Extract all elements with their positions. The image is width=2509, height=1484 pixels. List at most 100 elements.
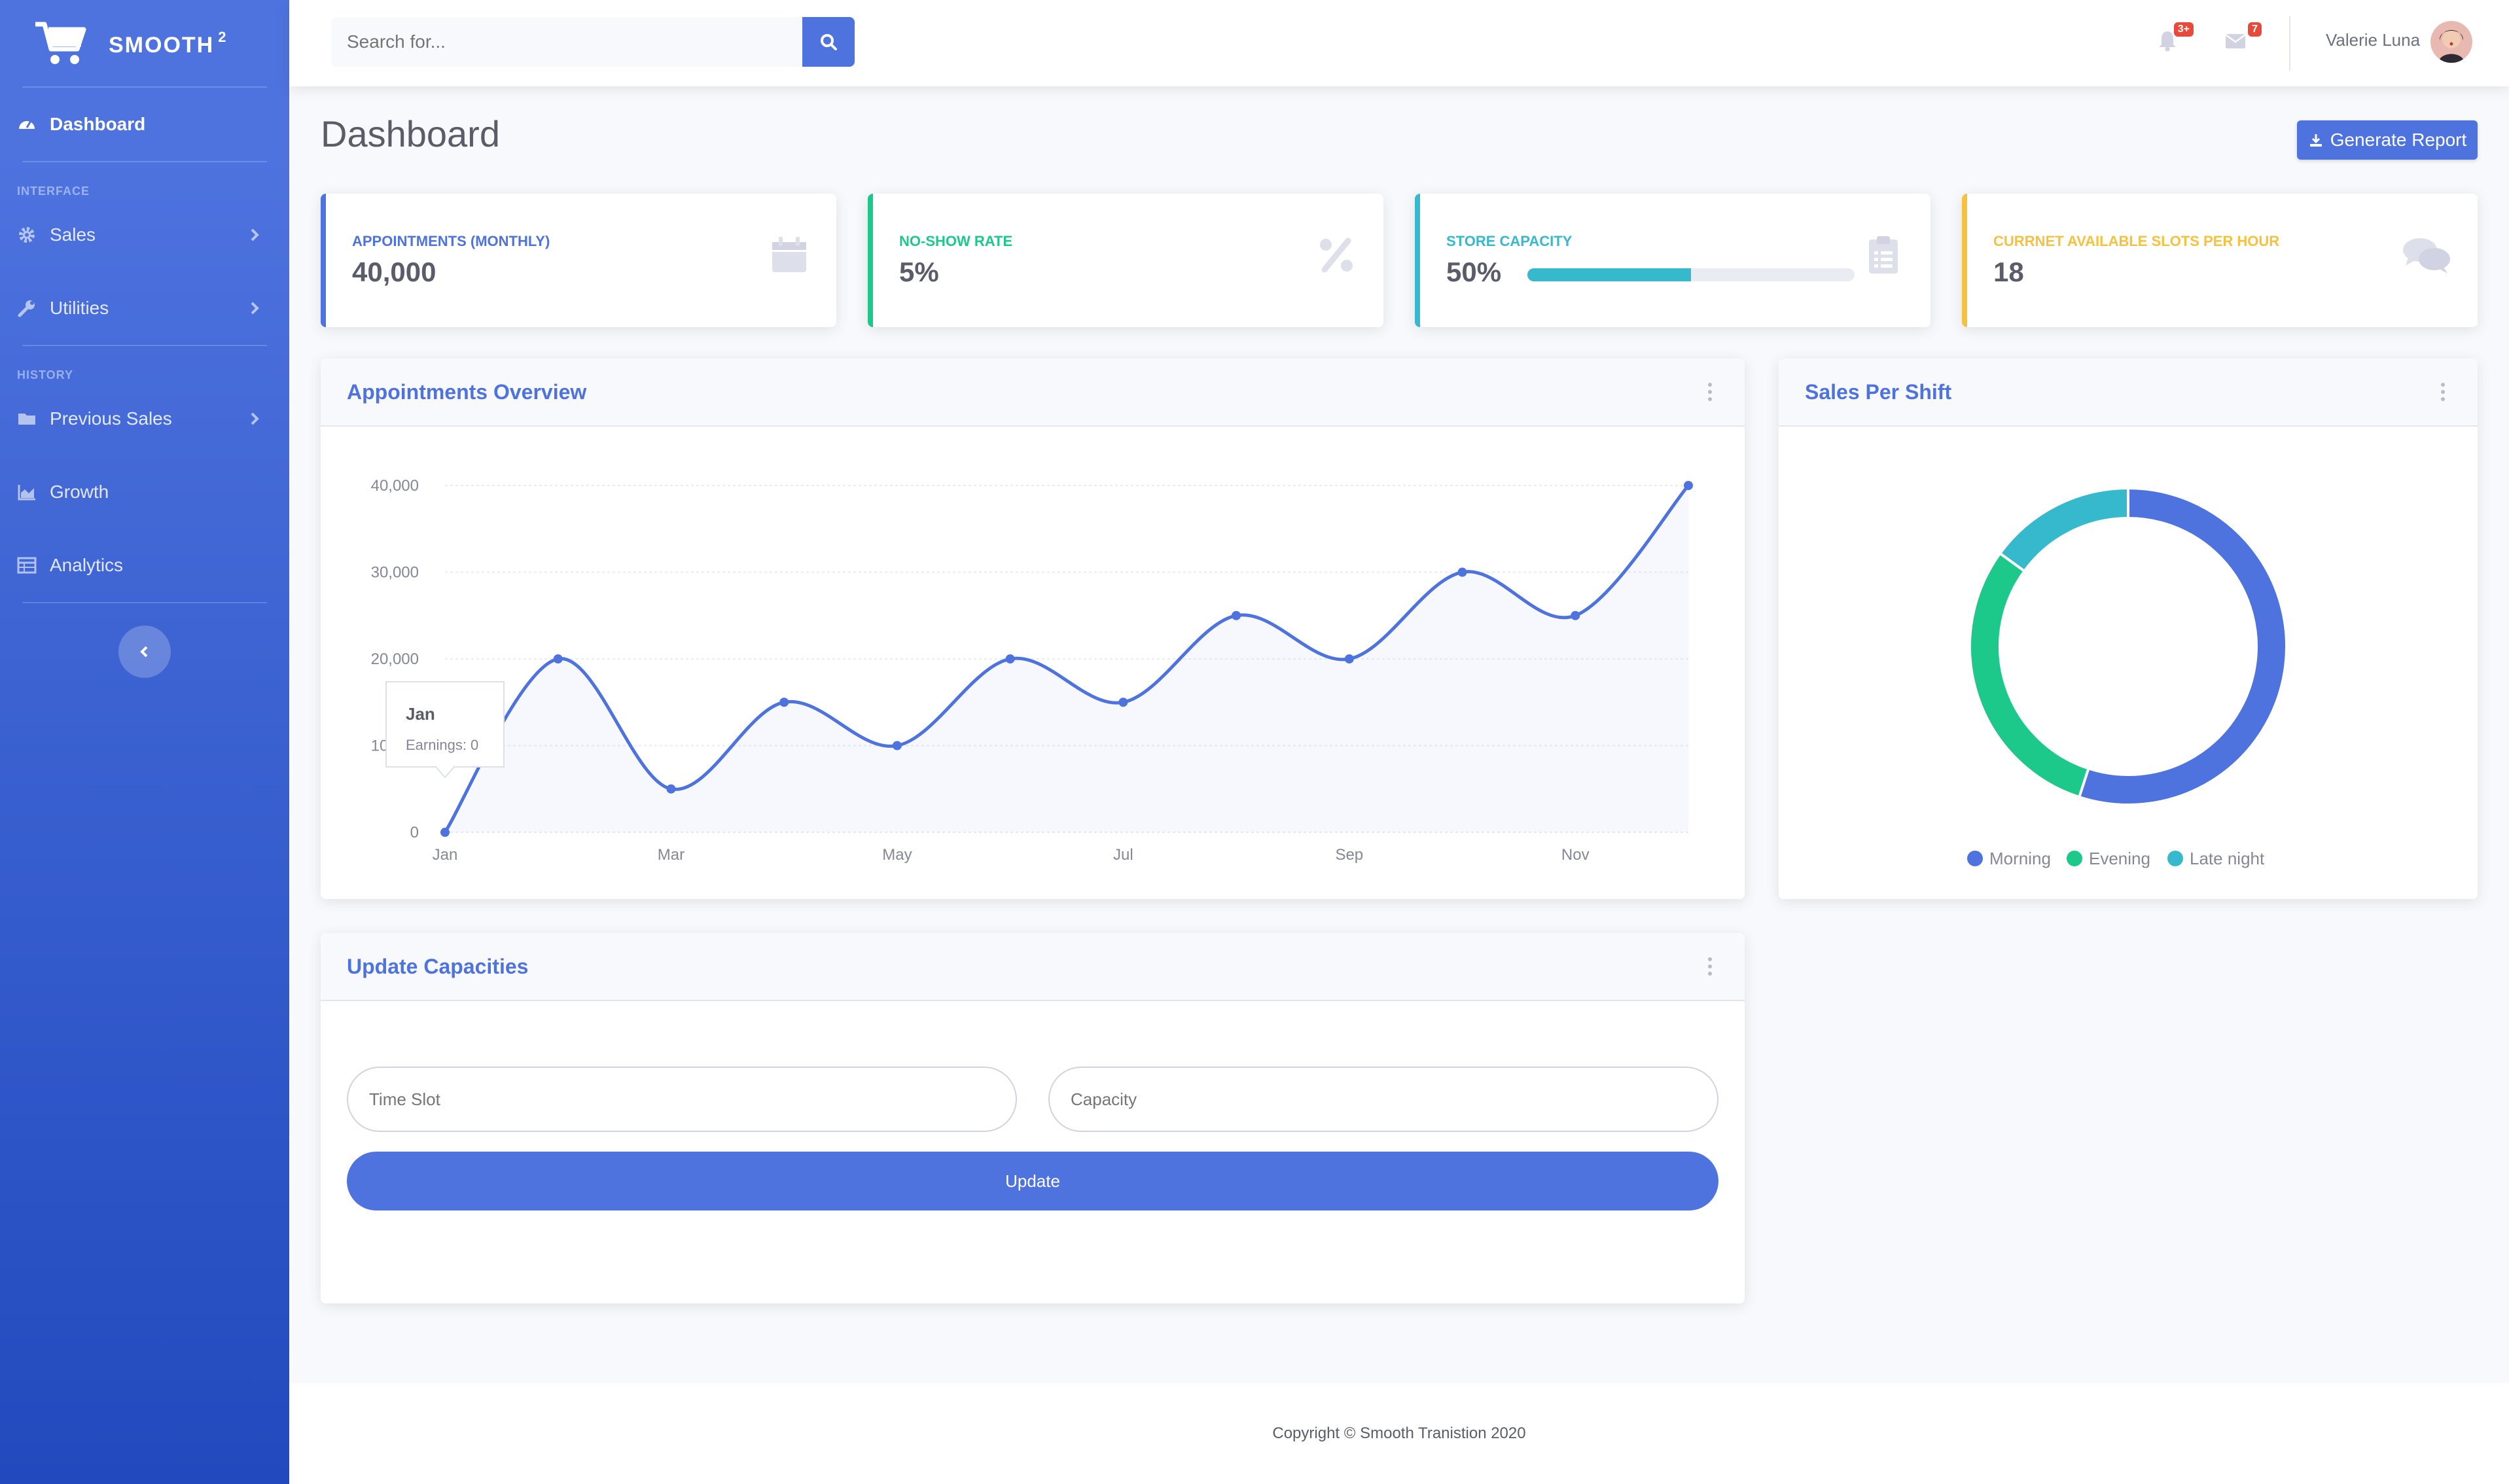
stat-label: NO-SHOW RATE	[899, 233, 1013, 249]
sidebar-divider	[22, 345, 267, 346]
search-button[interactable]	[802, 17, 855, 67]
sidebar-item-label: Dashboard	[50, 114, 146, 134]
sidebar-divider	[22, 602, 267, 603]
sidebar-divider	[22, 161, 267, 162]
user-avatar-image	[2430, 21, 2472, 63]
data-point[interactable]	[1571, 610, 1580, 620]
page-title: Dashboard	[321, 113, 500, 154]
tooltip-title: Jan	[406, 704, 435, 724]
search-input[interactable]	[331, 17, 802, 67]
update-capacities-card: Update Capacities Update	[321, 933, 1745, 1303]
sidebar-divider	[22, 86, 267, 88]
donut-slice-late-night[interactable]	[1998, 486, 2129, 573]
card-header: Appointments Overview	[321, 359, 1745, 427]
download-icon	[2309, 134, 2322, 147]
legend-label: Late night	[2190, 849, 2265, 868]
data-point[interactable]	[440, 828, 450, 837]
sidebar-item-label: Growth	[50, 482, 109, 502]
copyright-text: Copyright © Smooth Tranistion 2020	[1272, 1424, 1526, 1442]
messages-dropdown[interactable]: 7	[2224, 22, 2262, 52]
stat-card-appointments: APPOINTMENTS (MONTHLY) 40,000	[321, 194, 836, 327]
brand[interactable]: SMOOTH 2	[0, 0, 289, 86]
alerts-dropdown[interactable]: 3+	[2156, 22, 2194, 52]
time-slot-input[interactable]	[347, 1067, 1017, 1132]
x-tick-label: Mar	[658, 846, 685, 864]
chevron-right-icon	[251, 228, 259, 241]
footer: Copyright © Smooth Tranistion 2020	[289, 1383, 2509, 1484]
sidebar-item-sales[interactable]: Sales	[0, 198, 289, 272]
alerts-badge: 3+	[2173, 22, 2194, 37]
sidebar-item-previous-sales[interactable]: Previous Sales	[0, 382, 289, 455]
data-point[interactable]	[1005, 654, 1015, 663]
stat-value: 50%	[1446, 256, 1502, 287]
stat-value: 5%	[899, 256, 939, 287]
sidebar: SMOOTH 2 Dashboard INTERFACE Sales Utilit…	[0, 0, 289, 1484]
y-tick-label: 0	[410, 824, 419, 841]
stat-card-available-slots: CURRNET AVAILABLE SLOTS PER HOUR 18	[1962, 194, 2478, 327]
sidebar-item-utilities[interactable]: Utilities	[0, 272, 289, 345]
comments-icon	[2403, 238, 2450, 274]
x-tick-label: Jan	[433, 846, 458, 864]
update-button[interactable]: Update	[347, 1152, 1718, 1210]
chevron-left-icon	[140, 646, 148, 658]
calendar-icon	[772, 237, 806, 272]
generate-report-button[interactable]: Generate Report	[2297, 120, 2478, 160]
messages-badge: 7	[2248, 22, 2262, 37]
sidebar-toggle-button[interactable]	[118, 626, 171, 678]
legend-label: Morning	[1989, 849, 2051, 868]
search-bar	[331, 17, 855, 67]
data-point[interactable]	[1457, 567, 1467, 577]
sidebar-item-dashboard[interactable]: Dashboard	[0, 88, 289, 161]
bell-icon	[2159, 31, 2176, 52]
capacity-progress-bar	[1527, 268, 1855, 281]
data-point[interactable]	[1344, 654, 1354, 663]
capacity-input[interactable]	[1048, 1067, 1718, 1132]
card-title: Sales Per Shift	[1805, 380, 1952, 404]
stat-label: CURRNET AVAILABLE SLOTS PER HOUR	[1993, 233, 2280, 249]
card-menu-icon[interactable]	[1708, 383, 1712, 401]
data-point[interactable]	[553, 654, 563, 663]
data-point[interactable]	[666, 784, 676, 794]
generate-report-label: Generate Report	[2330, 130, 2467, 150]
area-chart-icon	[18, 485, 35, 501]
clipboard-icon	[1869, 236, 1898, 274]
table-icon	[17, 557, 37, 574]
stat-label: APPOINTMENTS (MONTHLY)	[352, 233, 550, 249]
appointments-area-chart: 010,00020,00030,00040,000JanMarMayJulSep…	[371, 477, 1693, 864]
brand-name: SMOOTH 2	[109, 28, 228, 58]
topbar: 3+ 7 Valerie Luna	[289, 0, 2509, 86]
series-line-earnings	[443, 484, 1690, 834]
wrench-icon	[18, 300, 35, 317]
sales-per-shift-card: Sales Per Shift Morning Evening Late night	[1779, 359, 2478, 899]
data-point[interactable]	[1232, 610, 1241, 620]
data-point[interactable]	[1118, 698, 1128, 707]
sidebar-item-label: Analytics	[50, 555, 124, 575]
donut-slice-morning[interactable]	[2077, 486, 2288, 806]
data-point[interactable]	[1684, 481, 1693, 490]
legend-swatch	[2167, 851, 2183, 866]
avatar[interactable]	[2430, 21, 2472, 63]
capacity-progress-fill	[1527, 268, 1691, 281]
card-title: Appointments Overview	[347, 380, 587, 404]
data-point[interactable]	[892, 741, 902, 751]
card-menu-icon[interactable]	[1708, 957, 1712, 976]
x-tick-label: Sep	[1335, 846, 1363, 864]
legend-label: Evening	[2089, 849, 2150, 868]
stat-label: STORE CAPACITY	[1446, 233, 1573, 249]
x-tick-label: May	[882, 846, 912, 864]
area-fill	[445, 486, 1688, 832]
chevron-right-icon	[251, 302, 259, 315]
sidebar-item-analytics[interactable]: Analytics	[0, 529, 289, 602]
shopping-cart-icon	[35, 22, 86, 64]
stat-card-store-capacity: STORE CAPACITY 50%	[1415, 194, 1931, 327]
data-point[interactable]	[779, 698, 789, 707]
card-header: Update Capacities	[321, 933, 1745, 1001]
envelope-icon	[2225, 33, 2246, 48]
user-name[interactable]: Valerie Luna	[2326, 30, 2421, 50]
gear-icon	[19, 227, 35, 243]
card-menu-icon[interactable]	[2441, 383, 2445, 401]
sidebar-item-growth[interactable]: Growth	[0, 455, 289, 529]
sidebar-heading-history: HISTORY	[17, 368, 74, 381]
donut-slice-evening[interactable]	[1968, 551, 2090, 799]
sidebar-item-label: Utilities	[50, 298, 109, 318]
